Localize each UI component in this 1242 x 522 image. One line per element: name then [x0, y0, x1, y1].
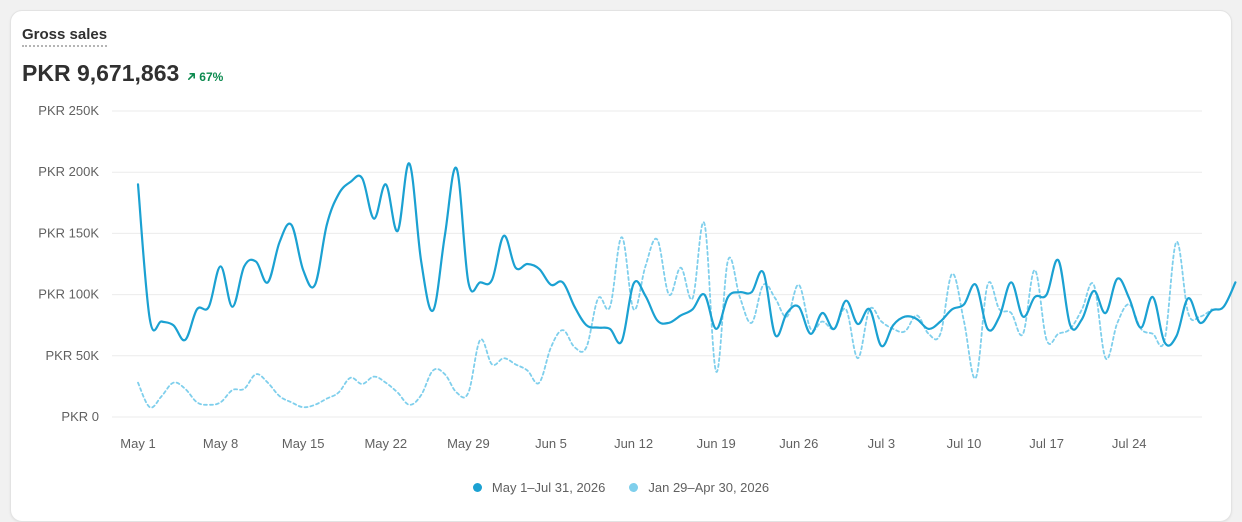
x-tick-label: May 1: [120, 436, 155, 451]
x-tick-label: May 22: [364, 436, 407, 451]
change-value: 67%: [199, 69, 224, 84]
x-tick-label: May 8: [203, 436, 238, 451]
legend-dot-current: [472, 483, 482, 492]
series-line-previous[interactable]: [137, 221, 1213, 409]
x-axis: May 1 May 8 May 15 May 22 May 29 Jun 5 Jun 12 J…: [120, 436, 1146, 451]
y-tick-label: PKR 250K: [38, 103, 99, 118]
change-badge: 67%: [187, 70, 223, 84]
y-tick-label: PKR 100K: [38, 287, 99, 302]
arrow-up-right-icon: [188, 72, 196, 81]
gross-sales-card: [10, 10, 1232, 522]
gross-sales-chart: PKR 0 PKR 50K PKR 100K PKR 150K PKR 200K PKR …: [38, 103, 1237, 451]
x-tick-label: Jun 12: [614, 436, 653, 451]
total-value: PKR 9,671,863: [22, 60, 180, 86]
legend-label-previous: Jan 29–Apr 30, 2026: [648, 480, 770, 495]
x-tick-label: Jul 17: [1029, 436, 1064, 451]
card-title[interactable]: Gross sales: [22, 27, 108, 47]
legend-label-current: May 1–Jul 31, 2026: [491, 480, 606, 495]
x-tick-label: Jul 10: [947, 436, 982, 451]
grid-lines: [112, 110, 1202, 418]
total-row: PKR 9,671,863 67%: [22, 60, 223, 87]
y-axis: PKR 0 PKR 50K PKR 100K PKR 150K PKR 200K PKR …: [38, 103, 99, 424]
legend-item-current[interactable]: May 1–Jul 31, 2026: [472, 480, 606, 495]
x-tick-label: May 15: [282, 436, 325, 451]
x-tick-label: May 29: [447, 436, 490, 451]
series-lines: [136, 162, 1237, 409]
legend: May 1–Jul 31, 2026 Jan 29–Apr 30, 2026: [0, 480, 1242, 495]
legend-item-previous[interactable]: Jan 29–Apr 30, 2026: [629, 480, 769, 495]
x-tick-label: Jun 5: [535, 436, 567, 451]
y-tick-label: PKR 150K: [38, 225, 99, 240]
y-tick-label: PKR 0: [61, 409, 99, 424]
legend-dot-previous: [629, 483, 639, 492]
y-tick-label: PKR 50K: [46, 348, 100, 363]
y-tick-label: PKR 200K: [38, 164, 99, 179]
x-tick-label: Jun 19: [697, 436, 736, 451]
x-tick-label: Jul 3: [868, 436, 895, 451]
x-tick-label: Jun 26: [779, 436, 818, 451]
x-tick-label: Jul 24: [1112, 436, 1147, 451]
series-line-current[interactable]: [136, 162, 1237, 348]
